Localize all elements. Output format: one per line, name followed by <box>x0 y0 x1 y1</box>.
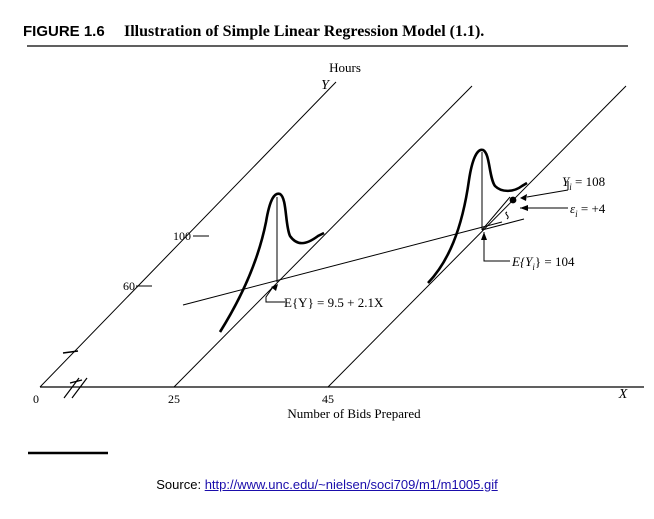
regression-line <box>182 221 503 306</box>
source-prefix: Source: <box>156 477 205 492</box>
error-arrowhead <box>520 205 528 211</box>
annotation-arrows <box>265 181 569 303</box>
observed-segment <box>481 196 511 231</box>
distribution-x45 <box>427 148 528 284</box>
expected-leader <box>483 232 510 262</box>
arrowheads <box>271 194 528 291</box>
expected-segment <box>481 218 525 231</box>
x-tick-label-25: 25 <box>168 392 180 406</box>
regression-equation: E{Y} = 9.5 + 2.1X <box>284 295 384 310</box>
observed-arrow <box>526 189 569 198</box>
y-tick-label-60: 60 <box>123 279 135 293</box>
source-link[interactable]: http://www.unc.edu/~nielsen/soci709/m1/m… <box>204 477 498 492</box>
y-tick-label-100: 100 <box>173 229 191 243</box>
y-axis <box>39 81 337 388</box>
density-curve-right <box>427 148 528 284</box>
distribution-x25 <box>218 192 325 333</box>
figure-title: Illustration of Simple Linear Regression… <box>124 23 484 40</box>
density-curve-left <box>218 192 325 333</box>
origin-label: 0 <box>33 392 39 406</box>
guide-line-x45 <box>327 85 627 388</box>
y-axis-letter: Y <box>321 78 331 93</box>
guide-line-x25 <box>173 85 473 388</box>
x-axis-break-right <box>71 377 88 399</box>
source-line: Source: http://www.unc.edu/~nielsen/soci… <box>0 477 654 492</box>
x-axis-label: Number of Bids Prepared <box>287 406 421 421</box>
observed-point <box>509 196 517 204</box>
x-axis-letter: X <box>618 387 628 402</box>
regression-arrowhead <box>271 284 278 291</box>
regression-arrow <box>265 286 285 303</box>
expected-arrowhead <box>481 232 487 240</box>
y-axis-break-top <box>62 350 79 354</box>
error-brace <box>505 211 509 220</box>
axes <box>39 81 644 399</box>
y-axis-unit: Hours <box>329 60 361 75</box>
figure-number: FIGURE 1.6 <box>23 23 105 40</box>
figure-caption: FIGURE 1.6 Illustration of Simple Linear… <box>23 23 484 40</box>
error-label: εi = +4 <box>570 201 606 219</box>
x-axis-break-left <box>63 377 80 399</box>
observed-arrowhead <box>520 194 527 201</box>
observed-label: Yi = 108 <box>562 174 605 192</box>
x-tick-label-45: 45 <box>322 392 334 406</box>
expected-label: E{Yi} = 104 <box>511 254 575 272</box>
